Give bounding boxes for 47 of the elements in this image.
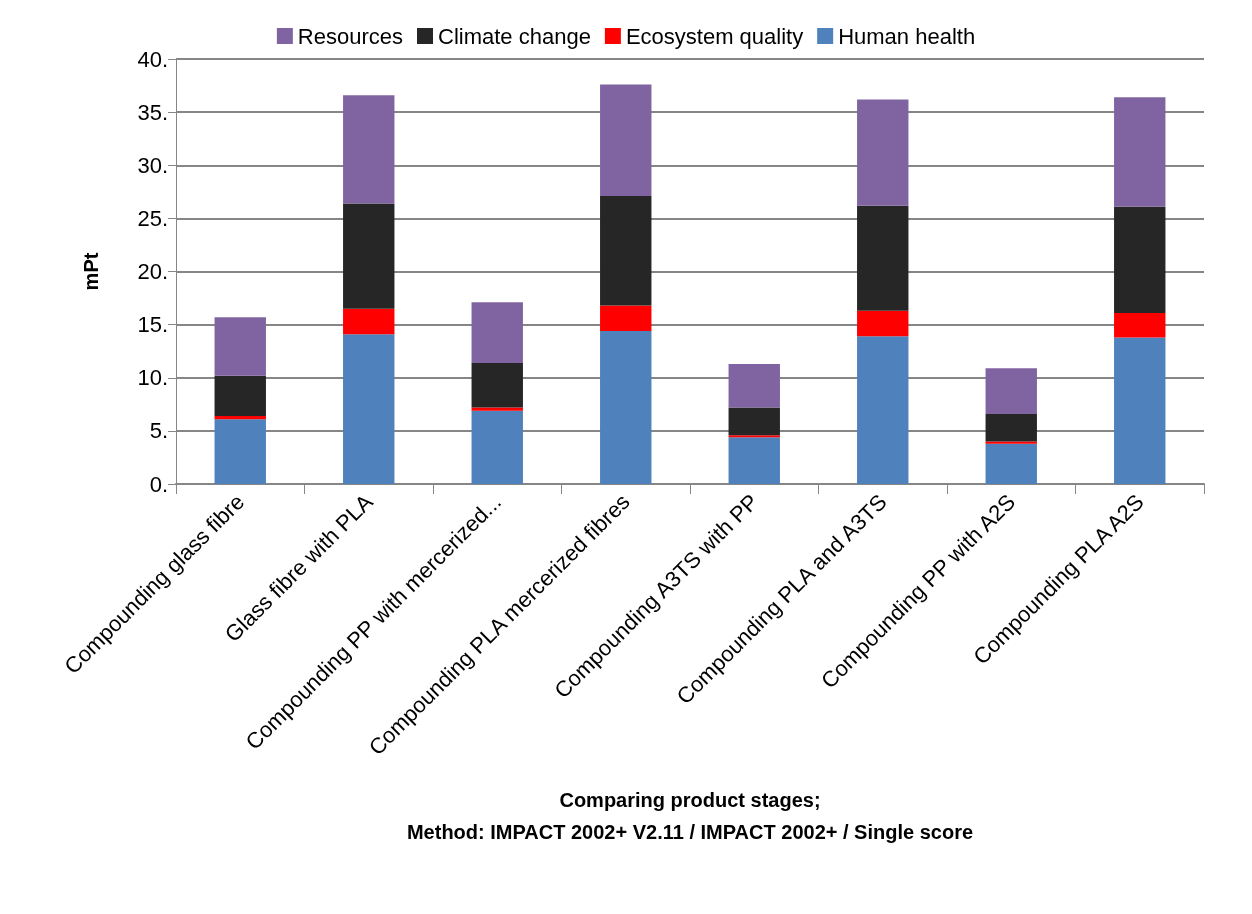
bar bbox=[857, 310, 909, 337]
y-tick-label: 40. bbox=[137, 46, 168, 72]
y-tick-label: 35. bbox=[137, 99, 168, 125]
bar bbox=[728, 363, 780, 408]
bar bbox=[857, 99, 909, 206]
y-tick-label: 30. bbox=[137, 152, 168, 178]
bar bbox=[985, 413, 1037, 442]
legend-label: Ecosystem quality bbox=[625, 23, 804, 49]
bar bbox=[600, 331, 652, 484]
y-axis-title: mPt bbox=[80, 252, 102, 291]
bar bbox=[728, 407, 780, 436]
bar bbox=[214, 317, 266, 376]
bar bbox=[1114, 206, 1166, 313]
y-tick-label: 5. bbox=[149, 418, 168, 444]
bar bbox=[600, 84, 652, 197]
bar bbox=[343, 308, 395, 335]
bar bbox=[471, 302, 523, 363]
bar bbox=[985, 368, 1037, 414]
bar bbox=[343, 95, 395, 204]
bar bbox=[471, 362, 523, 408]
bar bbox=[214, 416, 266, 420]
x-axis-title: Comparing product stages; Method: IMPACT 2002+ V2.11 / IMPACT 2002+ / Single score bbox=[406, 789, 974, 843]
legend-label: Human health bbox=[838, 23, 976, 49]
y-tick-label: 20. bbox=[137, 259, 168, 284]
bar bbox=[600, 196, 652, 306]
bar bbox=[343, 334, 395, 484]
bar bbox=[471, 407, 523, 411]
bar bbox=[985, 441, 1037, 444]
legend-label: Resources bbox=[297, 23, 404, 49]
bar bbox=[857, 336, 909, 484]
legend-label: Climate change bbox=[438, 23, 591, 49]
bar bbox=[600, 305, 652, 331]
bar bbox=[471, 410, 523, 484]
y-tick-label: 0. bbox=[149, 471, 168, 497]
y-tick-label: 10. bbox=[137, 365, 168, 391]
bar bbox=[985, 443, 1037, 484]
bar bbox=[728, 435, 780, 438]
bar bbox=[343, 203, 395, 309]
bar bbox=[1114, 337, 1166, 484]
y-tick-label: 15. bbox=[137, 312, 168, 338]
bar bbox=[857, 205, 909, 311]
bar bbox=[1114, 312, 1166, 338]
bar bbox=[214, 375, 266, 416]
bar bbox=[728, 437, 780, 484]
bar bbox=[1114, 97, 1166, 207]
y-tick-label: 25. bbox=[137, 205, 168, 231]
bar bbox=[214, 419, 266, 484]
